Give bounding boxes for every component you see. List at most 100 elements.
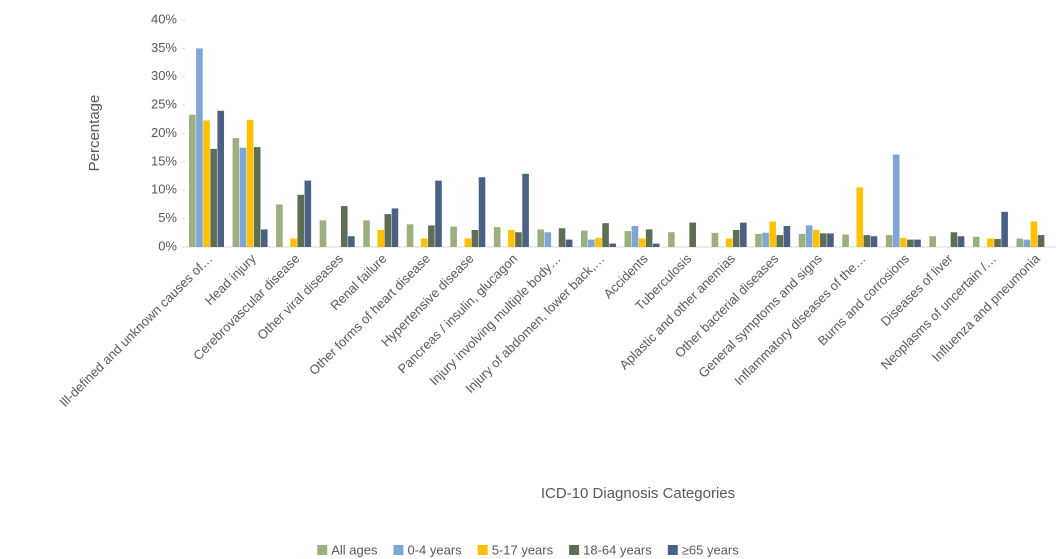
y-tick-label: 10% xyxy=(151,182,177,197)
y-tick-label: 15% xyxy=(151,153,177,168)
bar xyxy=(276,204,283,247)
bar xyxy=(994,239,1001,247)
y-tick-label: 25% xyxy=(151,97,177,112)
y-tick-label: 0% xyxy=(158,238,177,253)
bar xyxy=(805,225,813,247)
bar xyxy=(1016,238,1024,247)
bar xyxy=(892,154,900,247)
bar xyxy=(929,236,936,247)
bar xyxy=(645,229,653,247)
bar xyxy=(870,236,878,247)
legend-label: 18-64 years xyxy=(583,542,652,557)
legend-swatch xyxy=(569,545,580,555)
bar xyxy=(290,238,297,247)
y-axis-title: Percentage xyxy=(86,95,103,172)
bar xyxy=(595,237,602,247)
bar xyxy=(631,226,639,247)
bar xyxy=(1030,221,1038,247)
bar xyxy=(1023,239,1031,247)
bar xyxy=(588,239,595,247)
bar xyxy=(740,222,747,247)
bar xyxy=(957,236,965,247)
bar xyxy=(769,221,776,247)
bar xyxy=(544,232,552,247)
bar xyxy=(246,119,254,247)
bar xyxy=(820,233,827,247)
bar xyxy=(987,238,994,247)
bar xyxy=(812,229,820,247)
bar xyxy=(428,225,435,247)
bar xyxy=(196,48,203,247)
bar xyxy=(471,229,479,247)
bar xyxy=(515,232,522,247)
bar xyxy=(304,180,312,247)
bar xyxy=(783,226,791,247)
bar xyxy=(842,234,849,247)
bar xyxy=(711,232,719,247)
bar xyxy=(377,229,385,247)
y-tick-label: 35% xyxy=(151,40,177,55)
bar xyxy=(508,229,515,247)
bar xyxy=(725,238,733,247)
bar xyxy=(689,222,696,247)
y-tick-label: 20% xyxy=(151,125,177,140)
bar xyxy=(217,110,225,247)
bar xyxy=(253,147,261,247)
bar xyxy=(189,114,196,248)
bar xyxy=(203,120,210,247)
bar xyxy=(210,148,217,247)
bar xyxy=(478,177,486,247)
legend-label: All ages xyxy=(331,542,378,557)
y-tick-label: 5% xyxy=(158,210,177,225)
bar xyxy=(260,229,268,247)
bar xyxy=(232,138,240,247)
bar xyxy=(638,238,646,247)
legend-swatch xyxy=(667,545,678,555)
bar xyxy=(762,232,769,247)
bar xyxy=(863,235,871,247)
x-axis-title: ICD-10 Diagnosis Categories xyxy=(541,485,735,502)
bar xyxy=(464,238,472,247)
bar xyxy=(406,224,414,247)
bar xyxy=(602,223,609,247)
bar xyxy=(755,233,762,247)
bar xyxy=(450,226,457,247)
bar xyxy=(609,243,616,247)
bar xyxy=(776,235,784,247)
y-tick-label: 30% xyxy=(151,68,177,83)
bar xyxy=(652,243,660,247)
legend-swatch xyxy=(477,545,488,555)
bar xyxy=(391,208,399,247)
bar xyxy=(624,231,632,247)
bar xyxy=(420,238,428,247)
bar xyxy=(348,236,355,247)
bar xyxy=(885,235,893,247)
bar xyxy=(907,239,914,247)
bar xyxy=(435,180,442,247)
bar xyxy=(1037,235,1045,247)
bar xyxy=(522,173,529,247)
bar xyxy=(537,229,545,247)
bar xyxy=(363,220,370,247)
legend-label: 0-4 years xyxy=(407,542,462,557)
bar xyxy=(558,228,566,247)
bar xyxy=(1001,211,1008,247)
legend-swatch xyxy=(393,545,404,555)
legend-label: 5-17 years xyxy=(492,542,554,557)
bar xyxy=(493,227,501,247)
bar xyxy=(798,233,806,247)
bar xyxy=(239,147,247,247)
bar xyxy=(732,229,740,247)
bar xyxy=(827,233,834,247)
bar xyxy=(972,236,980,247)
bar xyxy=(580,230,588,247)
bar xyxy=(319,220,327,247)
bar xyxy=(297,194,305,247)
legend-swatch xyxy=(317,545,328,555)
bar xyxy=(950,232,958,247)
bar xyxy=(565,239,573,247)
legend-label: ≥65 years xyxy=(682,542,739,557)
bar xyxy=(668,232,675,247)
x-tick-label: Ill-defined and unknown causes of… xyxy=(57,251,216,410)
